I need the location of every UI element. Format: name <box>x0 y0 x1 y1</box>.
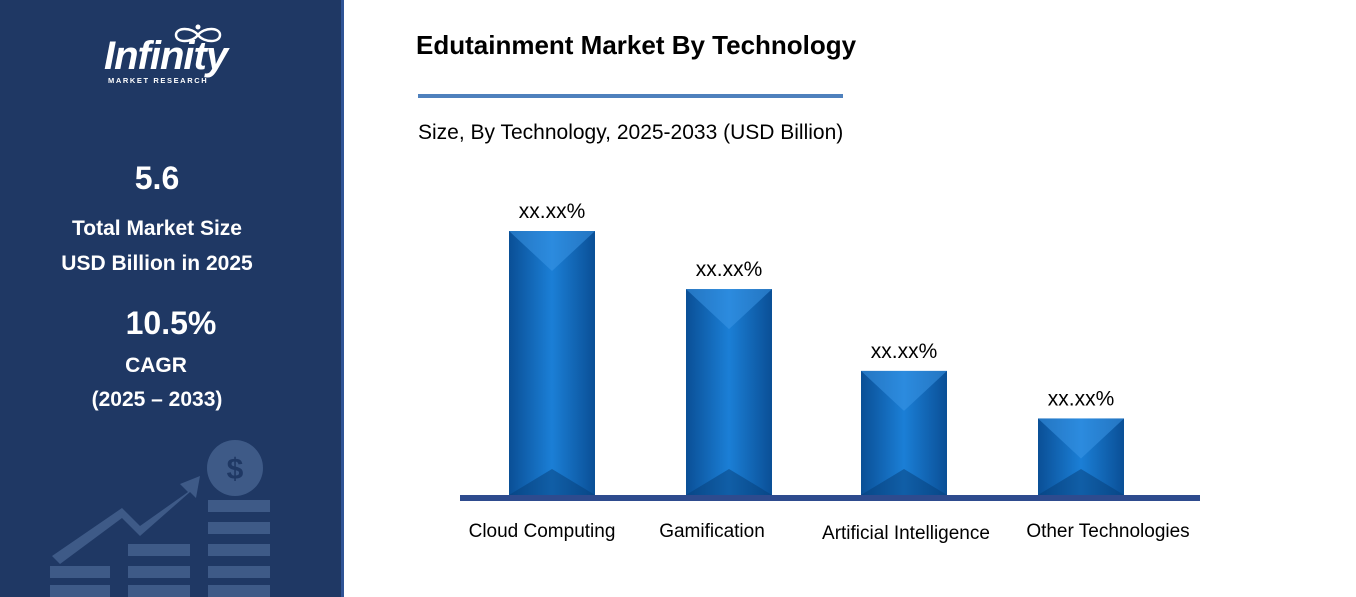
category-label: Cloud Computing <box>469 521 616 542</box>
x-axis-line <box>460 495 1200 501</box>
category-label: Other Technologies <box>1026 521 1189 542</box>
bar-highlight <box>686 289 772 330</box>
brand-logo: Infinity MARKET RESEARCH <box>104 24 244 90</box>
bar-shadow <box>509 469 595 495</box>
market-size-label: Total Market Size <box>72 217 242 240</box>
market-size-unit: USD Billion in 2025 <box>61 252 253 275</box>
sidebar-panel: Infinity MARKET RESEARCH 5.6 Total Marke… <box>0 0 342 597</box>
cagr-label: CAGR <box>125 354 187 377</box>
bar-4 <box>1038 418 1124 495</box>
bar-shadow <box>686 469 772 495</box>
growth-chart-icon: $ <box>50 440 270 597</box>
category-label: Gamification <box>659 521 765 542</box>
chart-subtitle: Size, By Technology, 2025-2033 (USD Bill… <box>418 121 844 144</box>
cagr-value: 10.5% <box>125 305 217 341</box>
bar-highlight <box>509 231 595 271</box>
bar-rect <box>509 231 595 495</box>
brand-tagline: MARKET RESEARCH <box>108 76 209 85</box>
bar-1 <box>509 231 595 495</box>
bar-2 <box>686 289 772 495</box>
bar-highlight <box>861 370 947 411</box>
data-label: xx.xx% <box>519 200 586 223</box>
chart-title: Edutainment Market By Technology <box>416 30 857 60</box>
bar-shadow <box>1038 469 1124 495</box>
bar-chart: xx.xx% Cloud Computing xx.xx% Gamification x… <box>460 200 1200 544</box>
bar-highlight <box>1038 418 1124 459</box>
title-underline <box>418 94 843 98</box>
bar-shadow <box>861 469 947 495</box>
dollar-icon: $ <box>227 453 244 486</box>
sidebar-divider <box>341 0 344 597</box>
category-label: Artificial Intelligence <box>822 523 990 544</box>
bar-3 <box>861 370 947 495</box>
market-size-value: 5.6 <box>134 160 180 196</box>
data-label: xx.xx% <box>1048 387 1115 410</box>
infinity-loop-icon <box>174 24 222 43</box>
cagr-period: (2025 – 2033) <box>91 388 223 411</box>
data-label: xx.xx% <box>696 258 763 281</box>
data-label: xx.xx% <box>871 340 938 363</box>
brand-name: Infinity <box>104 34 228 78</box>
